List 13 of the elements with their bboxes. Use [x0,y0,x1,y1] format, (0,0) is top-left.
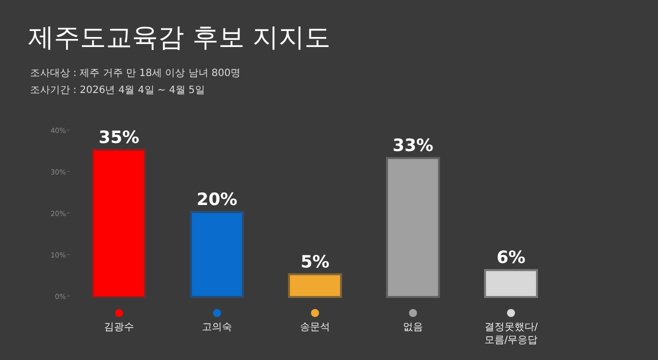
xtick: 김광수 [104,322,134,333]
annotation: 조사기간 : 2026년 4월 4일 ~ 4월 5일 [30,85,205,96]
annotation: 조사대상 : 제주 거주 만 18세 이상 남녀 800명 [30,68,241,79]
value-label: 5% [300,252,330,272]
xtick: 송문석 [300,322,330,333]
value-label: 20% [196,190,238,210]
value-label: 6% [496,248,526,268]
title: 제주도교육감 후보 지지도 [28,23,331,53]
xtick: 없음 [403,322,423,333]
xtick: 결정못했다/모름/무응답 [484,322,538,346]
value-label: 33% [392,136,434,156]
xtick: 고의숙 [202,322,232,333]
value-label: 35% [98,128,140,148]
